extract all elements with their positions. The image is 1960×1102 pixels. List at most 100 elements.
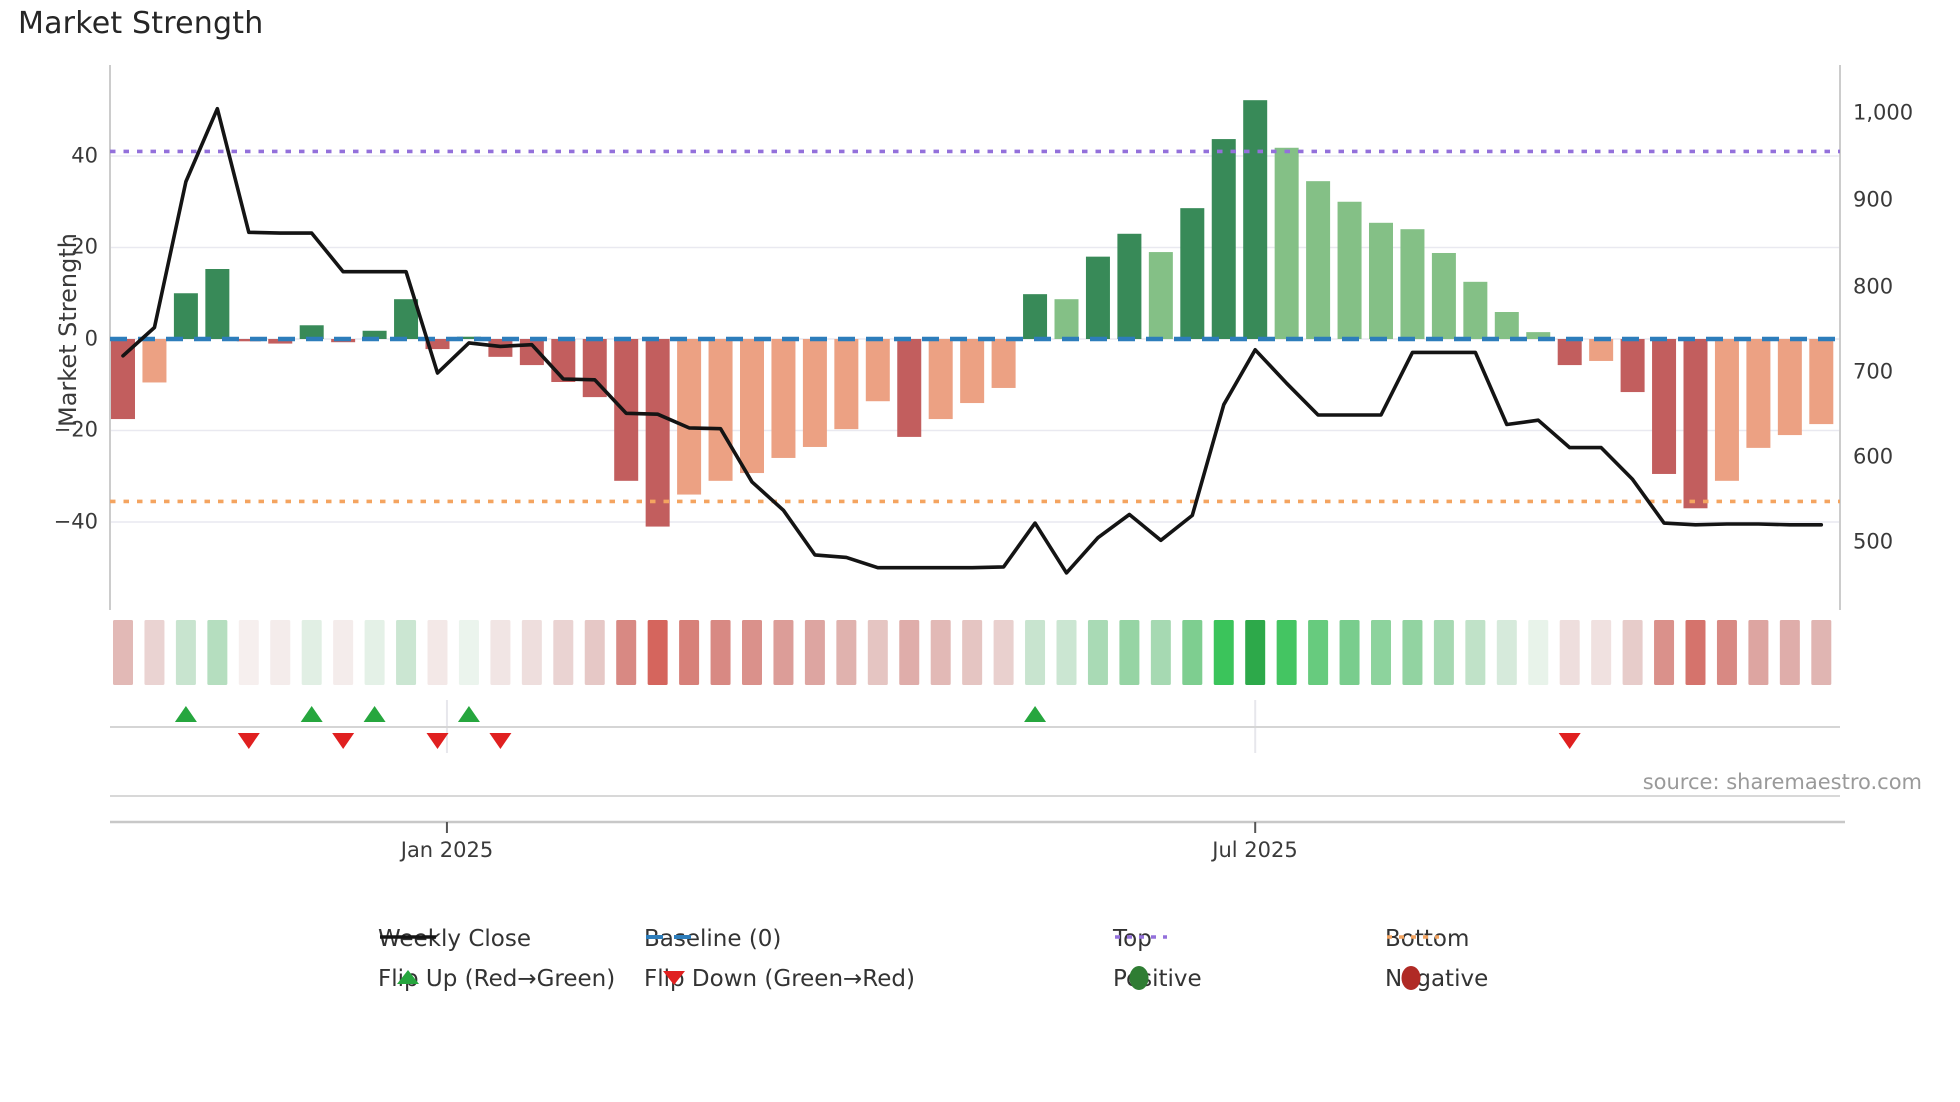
legend-item-negative: Negative (1385, 964, 1488, 994)
flip-up-marker (363, 706, 386, 722)
positive-dot-icon (1129, 966, 1149, 990)
heatmap-cell (333, 620, 354, 685)
price-tick-500: 500 (1853, 529, 1894, 554)
heatmap-cell (1779, 620, 1800, 685)
legend-label: Top (1113, 926, 1152, 952)
heatmap-cell (1056, 620, 1077, 685)
heatmap-cell (1716, 620, 1737, 685)
legend-item-top: Top (1113, 924, 1167, 954)
heatmap-cell (396, 620, 417, 685)
strength-bar (1777, 339, 1802, 436)
flip-down-icon (663, 971, 685, 985)
legend-item-weekly-close: Weekly Close (378, 924, 531, 954)
legend-item-positive: Positive (1113, 964, 1202, 994)
strength-bar (425, 339, 450, 350)
heatmap-cell (521, 620, 542, 685)
strength-bar (1620, 339, 1645, 393)
strength-bar (1431, 252, 1456, 339)
flip-up-marker (174, 706, 197, 722)
heatmap-cell (1591, 620, 1612, 685)
legend-item-baseline: Baseline (0) (644, 924, 781, 954)
heatmap-cell (553, 620, 574, 685)
strength-bar (173, 293, 198, 339)
legend-item-bottom: Bottom (1385, 924, 1469, 954)
strength-bar (614, 339, 639, 481)
y-tick-40: 40 (71, 143, 98, 168)
heatmap-cell (1245, 620, 1266, 685)
heatmap-cell (899, 620, 920, 685)
heatmap-cell (930, 620, 951, 685)
heatmap-cell (1213, 620, 1234, 685)
heatmap-cell (1528, 620, 1549, 685)
strength-bar (1180, 208, 1205, 339)
heatmap-cell (238, 620, 259, 685)
strength-bar (928, 339, 953, 420)
strength-bar (236, 339, 261, 342)
bottom-dot-swatch (1387, 935, 1439, 939)
heatmap-cell (144, 620, 165, 685)
strength-bar (1526, 332, 1551, 339)
legend-label: Bottom (1385, 926, 1470, 952)
strength-bar (1023, 294, 1048, 339)
heatmap-cell (490, 620, 511, 685)
price-tick-600: 600 (1853, 444, 1894, 469)
heatmap-cell (207, 620, 228, 685)
strength-bar (677, 339, 702, 495)
flip-down-marker (426, 733, 449, 749)
chart-title: Market Strength (18, 6, 264, 41)
heatmap-cell (1025, 620, 1046, 685)
heatmap-cell (364, 620, 385, 685)
strength-bar (1274, 147, 1299, 339)
price-tick-900: 900 (1853, 187, 1894, 212)
weekly-close-line (121, 106, 1824, 575)
legend-label: Weekly Close (378, 926, 531, 952)
heatmap-cell (1622, 620, 1643, 685)
strength-bar (551, 339, 576, 383)
strength-bar (1369, 222, 1393, 339)
heatmap-cell (679, 620, 700, 685)
x-tick-jan-2025: Jan 2025 (400, 838, 494, 862)
flip-down-marker (237, 733, 260, 749)
legend-label: Positive (1113, 966, 1202, 992)
strength-bar (362, 330, 387, 339)
heatmap-cell (1182, 620, 1203, 685)
price-tick-1000: 1,000 (1853, 100, 1914, 125)
strength-bar (1652, 339, 1677, 474)
strength-bar (111, 339, 135, 420)
price-tick-700: 700 (1853, 359, 1894, 384)
strength-bar (865, 339, 890, 402)
baseline-dash-swatch (646, 935, 702, 939)
strength-bar (1243, 100, 1268, 339)
heatmap-cell (1496, 620, 1517, 685)
strength-bar (708, 339, 733, 481)
strength-bar (897, 339, 922, 437)
heatmap-cell (1685, 620, 1706, 685)
heatmap-cell (804, 620, 825, 685)
strength-bar (1337, 201, 1362, 339)
heatmap-cell (175, 620, 196, 685)
heatmap-cell (742, 620, 762, 685)
strength-bar (1714, 339, 1739, 481)
weekly-close-line-swatch (380, 935, 436, 939)
flip-up-marker (457, 706, 480, 722)
strength-bar (1400, 229, 1425, 339)
heatmap-cell (1119, 620, 1140, 685)
strength-bar (960, 339, 985, 404)
heatmap-cell (1276, 620, 1297, 685)
heatmap-cell (993, 620, 1014, 685)
strength-bar (991, 339, 1016, 388)
strength-bar (1463, 281, 1488, 339)
flip-down-marker (489, 733, 512, 749)
strength-bar (142, 339, 167, 383)
heatmap-cell (1087, 620, 1108, 685)
legend-label: Baseline (0) (644, 926, 782, 952)
strength-bar (1117, 233, 1142, 339)
flip-up-marker (300, 706, 323, 722)
strength-bar (740, 339, 764, 474)
heatmap-cell (616, 620, 637, 685)
strength-bar (1148, 252, 1173, 339)
strength-bar (1306, 181, 1331, 339)
heatmap-cell (1150, 620, 1171, 685)
strength-bar (1589, 339, 1614, 361)
